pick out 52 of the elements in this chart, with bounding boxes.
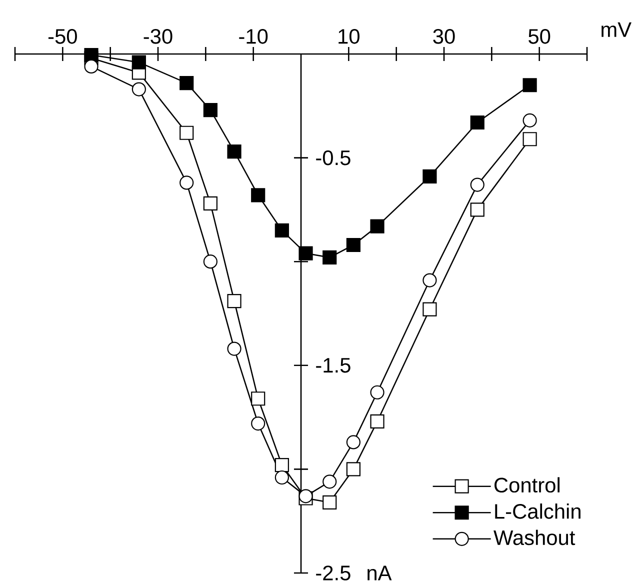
point [470, 202, 484, 217]
y-tick-label: -2.5 [316, 566, 350, 580]
legend-label: L-Calchin [495, 503, 580, 519]
point [422, 302, 437, 316]
x-axis-title: mV [602, 22, 632, 37]
point [227, 342, 242, 356]
point [370, 414, 384, 428]
point [180, 126, 194, 140]
point [422, 273, 437, 288]
y-tick-label: -0.5 [316, 150, 350, 166]
x-tick-label: 30 [433, 29, 455, 44]
y-axis-title: nA [368, 566, 392, 580]
point [470, 115, 484, 130]
legend-label: Control [494, 477, 560, 493]
point [180, 76, 194, 90]
point [84, 48, 98, 62]
point [227, 144, 242, 159]
point [227, 294, 242, 308]
point [522, 78, 537, 92]
point [370, 219, 384, 234]
legend-label: Washout [494, 530, 576, 546]
point [346, 238, 360, 252]
point [203, 254, 218, 269]
point [251, 188, 266, 202]
point [132, 82, 146, 96]
point [522, 113, 537, 128]
point [203, 196, 218, 211]
point [251, 392, 266, 406]
point [180, 176, 194, 190]
point [274, 470, 289, 485]
x-tick-label: -10 [239, 29, 268, 44]
point [274, 458, 289, 472]
y-tick-label: -1.5 [316, 358, 350, 373]
x-tick-label: -30 [144, 29, 172, 44]
x-tick-label: -50 [48, 29, 77, 44]
point [346, 435, 360, 450]
point [370, 385, 384, 400]
point [322, 474, 337, 489]
point [251, 416, 266, 431]
point [274, 223, 289, 238]
point [298, 246, 313, 260]
point [522, 132, 537, 146]
point [132, 55, 146, 70]
point [84, 59, 98, 74]
x-tick-label: 50 [528, 29, 550, 44]
x-tick-label: 10 [338, 29, 360, 44]
point [470, 178, 484, 192]
point [346, 462, 360, 476]
point [322, 495, 337, 510]
point [322, 250, 337, 264]
point [422, 169, 437, 184]
point [203, 103, 218, 118]
